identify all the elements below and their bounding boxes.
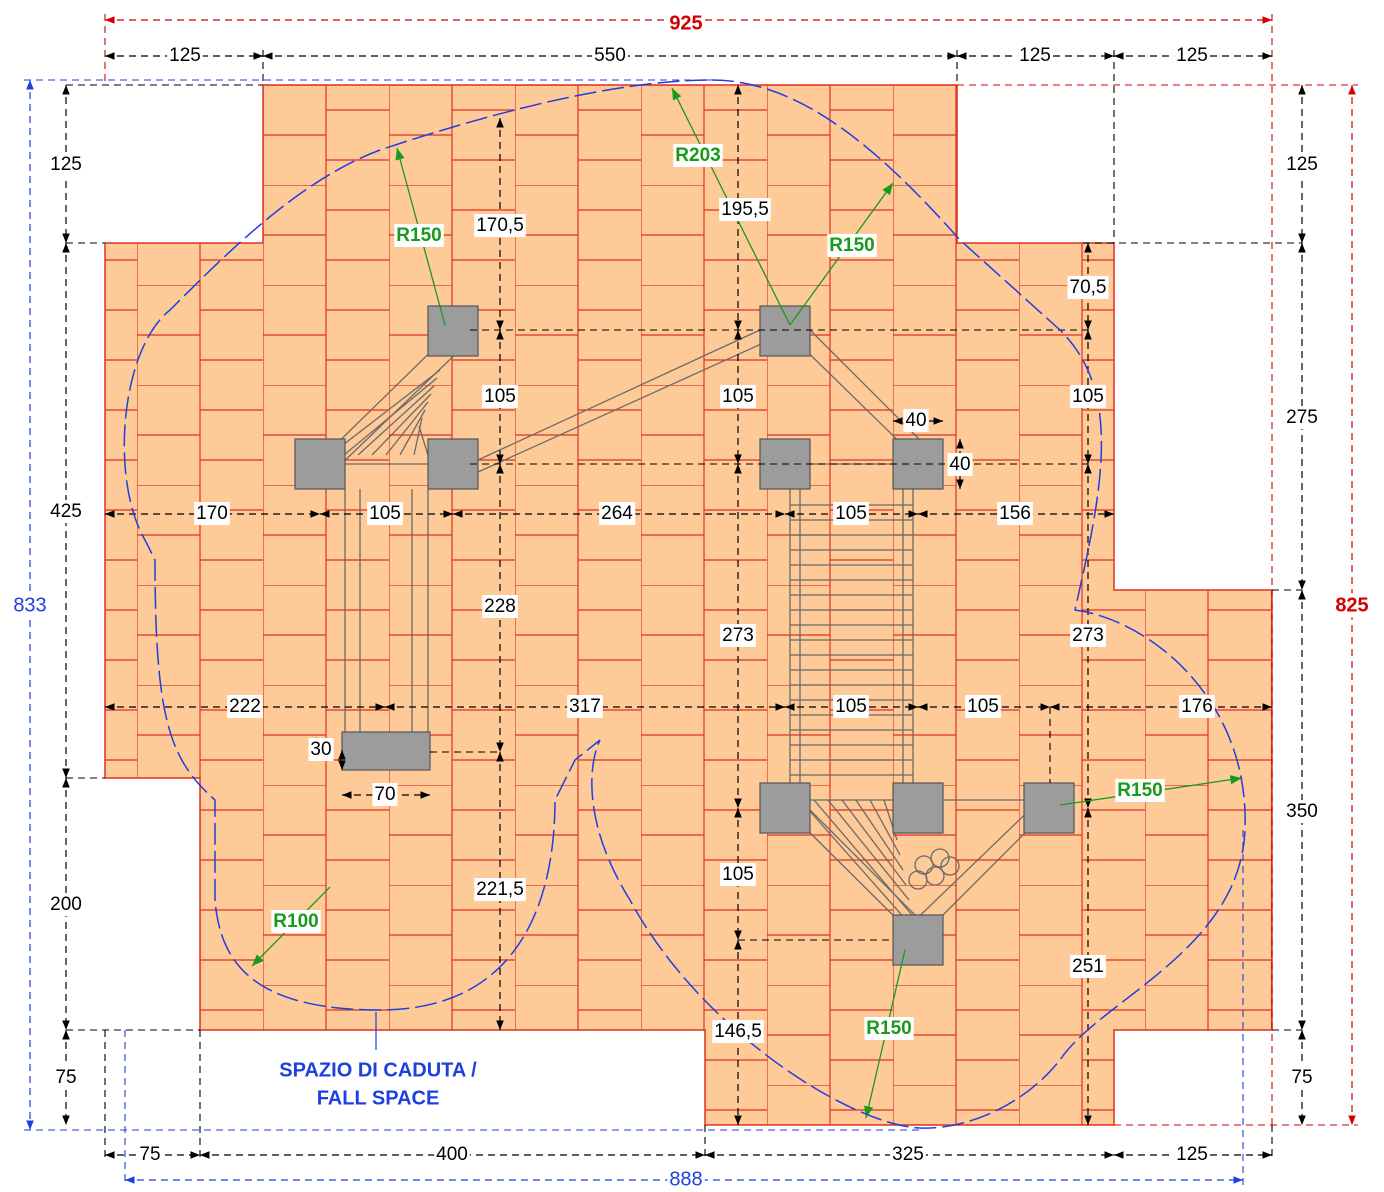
dimension-label: 75	[55, 1067, 76, 1088]
dimension-label: 125	[169, 45, 201, 66]
dimension-label: 275	[1286, 407, 1318, 428]
dimension-label: 105	[835, 696, 867, 717]
caption: SPAZIO DI CADUTA /	[279, 1059, 477, 1081]
dimension-label: 200	[50, 894, 82, 915]
dimension-label: 925	[669, 12, 702, 34]
post	[295, 439, 345, 489]
dimension-label: 146,5	[714, 1021, 762, 1042]
caption: FALL SPACE	[317, 1087, 440, 1109]
post	[428, 306, 478, 356]
dimension-label: 273	[722, 625, 754, 646]
dimension-label: 70	[374, 784, 395, 805]
dimension-label: 425	[50, 501, 82, 522]
dimension-label: 105	[722, 386, 754, 407]
dimension-label: 40	[949, 454, 970, 475]
dimension-label: 105	[835, 503, 867, 524]
play-area-drawing: 925 825 833 888 SPAZIO DI CADUTA / FALL SPACE…	[0, 0, 1384, 1187]
radius-label: R203	[675, 145, 720, 166]
dimension-label: 125	[1019, 45, 1051, 66]
dimension-label: 40	[905, 410, 926, 431]
post	[760, 783, 810, 833]
dimension-label: 264	[601, 503, 633, 524]
bench	[342, 732, 430, 770]
dimension-label: 833	[13, 594, 46, 616]
dimension-label: 156	[999, 503, 1031, 524]
dimension-label: 251	[1072, 956, 1104, 977]
dimension-label: 125	[1176, 1144, 1208, 1165]
dimension-label: 170,5	[476, 215, 524, 236]
dimension-label: 350	[1286, 801, 1318, 822]
dimension-label: 105	[484, 386, 516, 407]
dimension-label: 105	[1072, 386, 1104, 407]
dimension-label: 170	[196, 503, 228, 524]
post	[893, 915, 943, 965]
radius-label: R150	[866, 1018, 911, 1039]
post	[893, 783, 943, 833]
dimension-label: 105	[369, 503, 401, 524]
dimension-label: 400	[436, 1144, 468, 1165]
dimension-label: 70,5	[1070, 277, 1107, 298]
dimension-label: 825	[1335, 594, 1368, 616]
radius-label: R150	[396, 225, 441, 246]
dimension-label: 273	[1072, 625, 1104, 646]
dimension-label: 228	[484, 596, 516, 617]
dimension-label: 317	[569, 696, 601, 717]
dimension-label: 105	[722, 864, 754, 885]
dimension-label: 125	[1286, 154, 1318, 175]
dimension-label: 75	[139, 1144, 160, 1165]
dimension-label: 221,5	[476, 879, 524, 900]
dimension-label: 75	[1291, 1067, 1312, 1088]
dimension-label: 325	[892, 1144, 924, 1165]
dimension-label: 125	[50, 154, 82, 175]
dimension-label: 176	[1181, 696, 1213, 717]
radius-label: R100	[273, 911, 318, 932]
dimension-label: 222	[229, 696, 261, 717]
dimension-label: 125	[1176, 45, 1208, 66]
dimension-label: 105	[967, 696, 999, 717]
radius-label: R150	[1117, 780, 1162, 801]
radius-label: R150	[829, 235, 874, 256]
dimension-label: 30	[310, 739, 331, 760]
post	[1024, 783, 1074, 833]
dimension-label: 195,5	[721, 199, 769, 220]
dimension-label: 888	[669, 1168, 702, 1187]
dimension-label: 550	[594, 45, 626, 66]
